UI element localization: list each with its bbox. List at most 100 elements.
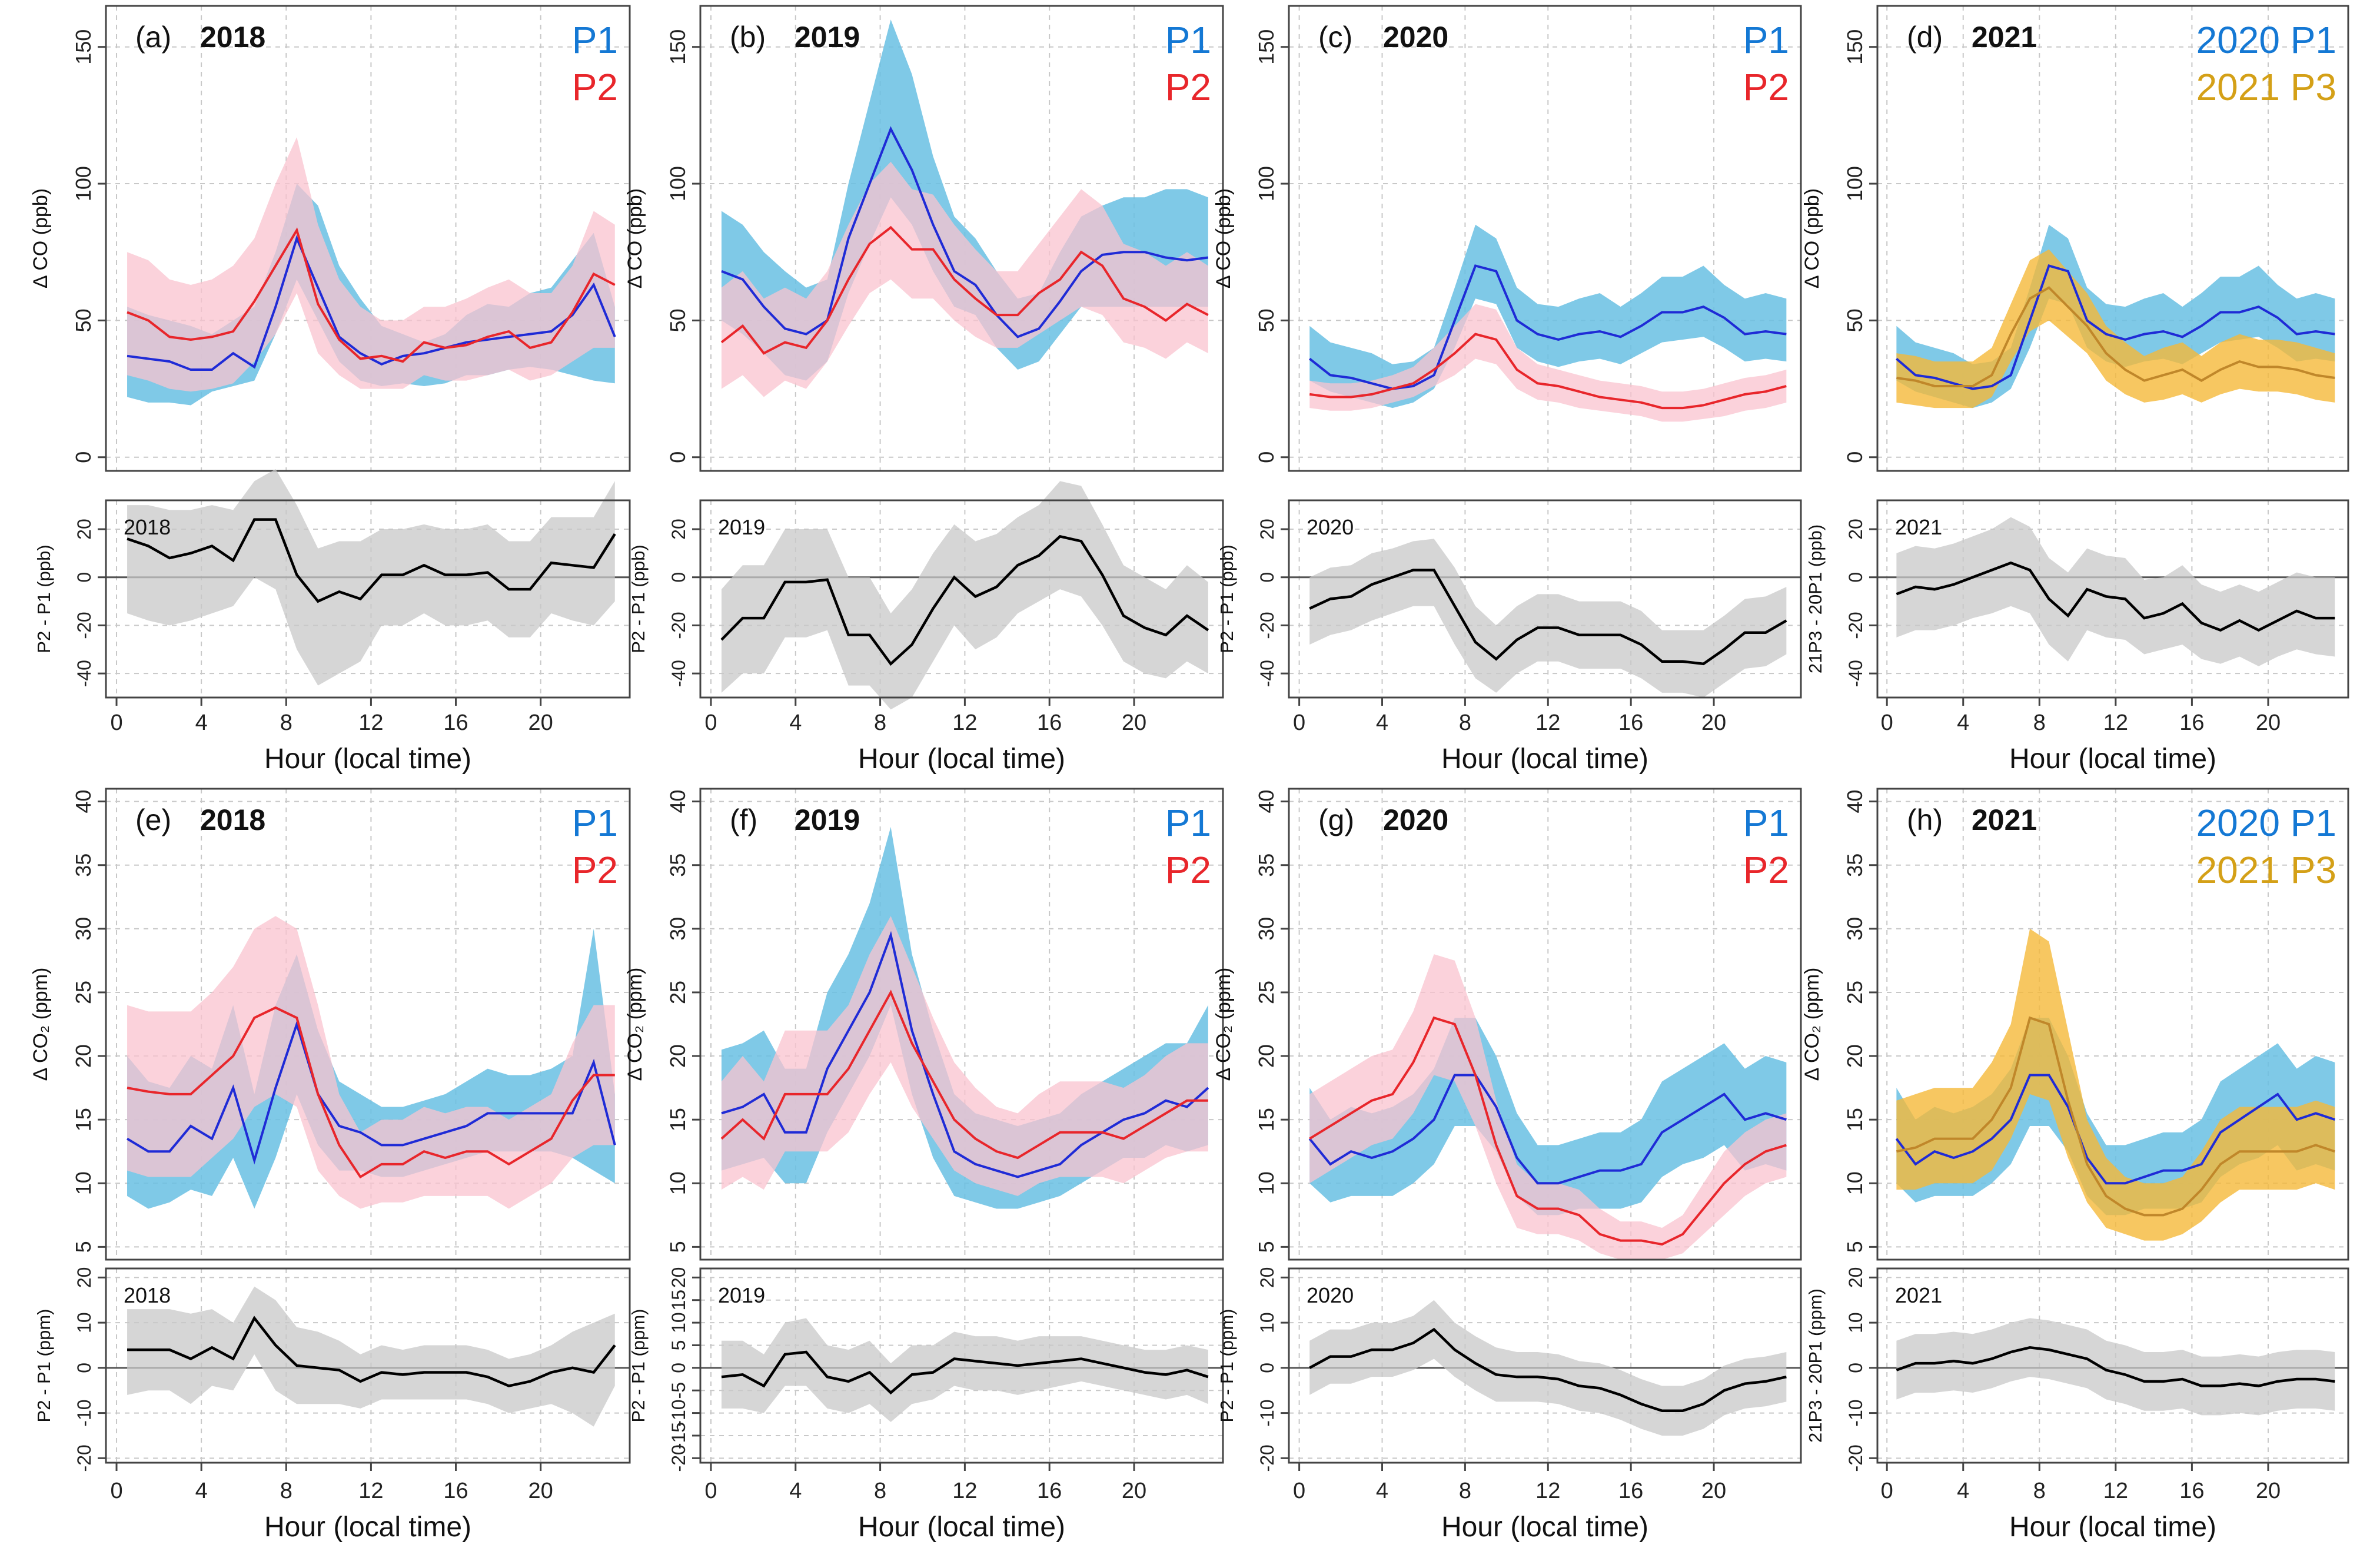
x-tick-label: 20 (1701, 710, 1726, 735)
y-tick-label: -15 (668, 1422, 689, 1449)
x-tick-label: 4 (195, 710, 208, 735)
y-tick-label: 30 (71, 917, 95, 941)
panel-year: 2019 (795, 21, 860, 54)
x-tick-label: 20 (1122, 710, 1146, 735)
y-tick-label: 15 (668, 1290, 689, 1311)
diff-year: 2020 (1307, 515, 1354, 539)
x-tick-label: 16 (2179, 710, 2204, 735)
y-axis-label: Δ CO₂ (ppm) (29, 968, 52, 1081)
series-line-P2 (1309, 1016, 1787, 1246)
y-axis-label: Δ CO₂ (ppm) (1801, 968, 1823, 1081)
x-tick-label: 4 (1376, 1479, 1388, 1503)
x-tick-label: 12 (1535, 710, 1560, 735)
y-tick-label: 10 (74, 1312, 95, 1333)
x-axis-label: Hour (local time) (1441, 1512, 1648, 1543)
y-tick-label: 10 (666, 1171, 690, 1195)
diff-year: 2019 (718, 515, 765, 539)
y-tick-label: 20 (668, 1267, 689, 1288)
x-tick-label: 12 (358, 1479, 383, 1503)
panel-label: (e) (135, 803, 171, 836)
y-axis-label: P2 - P1 (ppb) (1216, 544, 1237, 653)
x-axis-label: Hour (local time) (858, 1512, 1065, 1543)
x-tick-label: 20 (1701, 1479, 1726, 1503)
x-tick-label: 16 (443, 1479, 468, 1503)
band-P2---P1 (721, 1318, 1208, 1422)
legend-entry: P1 (1743, 802, 1789, 844)
x-tick-label: 16 (443, 710, 468, 735)
band-2021-P3 (1896, 928, 2335, 1241)
plot-frame (699, 788, 1224, 1261)
legend-entry: P2 (1165, 66, 1211, 108)
y-tick-label: 50 (1843, 308, 1867, 332)
series-line-P1 (127, 235, 616, 371)
panel-e: 5 10 15 20 25 30 35 40 Δ CO₂ (ppm) (e) 2018 P1 P2 (29, 788, 631, 1261)
y-tick-label: 0 (1257, 1363, 1278, 1373)
y-tick-label: 100 (1843, 166, 1867, 201)
x-tick-label: 16 (1618, 710, 1643, 735)
y-tick-label: 150 (1254, 29, 1278, 65)
series-line-P2 (720, 989, 1208, 1160)
x-tick-label: 0 (1881, 710, 1893, 735)
panel-b: 0 50 100 150 Δ CO (ppb) (b) 2019 P1 P2 (624, 5, 1224, 472)
y-tick-label: 5 (1254, 1241, 1278, 1253)
y-tick-label: -40 (74, 660, 95, 687)
panel-label: (g) (1318, 803, 1354, 836)
y-tick-label: 0 (668, 1363, 689, 1373)
y-tick-label: 0 (1257, 572, 1278, 583)
x-tick-label: 8 (874, 710, 886, 735)
y-tick-label: 35 (1843, 853, 1867, 877)
panel-year: 2020 (1383, 803, 1448, 836)
y-tick-label: 5 (668, 1340, 689, 1351)
series-line-P2---P1 (127, 518, 616, 603)
panel-year: 2021 (1972, 803, 2037, 836)
diff-year: 2021 (1895, 515, 1942, 539)
panel-label: (a) (135, 21, 171, 54)
panel-f: 5 10 15 20 25 30 35 40 Δ CO₂ (ppm) (f) 2019 P1 P2 (624, 788, 1224, 1261)
legend-entry: P1 (1165, 19, 1211, 61)
panel-a: 0 50 100 150 Δ CO (ppb) (a) 2018 P1 P2 (29, 5, 631, 472)
band-P1 (1309, 1018, 1787, 1215)
y-tick-label: 40 (71, 790, 95, 813)
y-tick-label: 150 (1843, 29, 1867, 65)
panel-c_diff: -40 -20 0 20 P2 - P1 (ppb) 2020 0 4 8 12 16 20 Hour … (1216, 499, 1802, 775)
x-tick-label: 8 (280, 710, 292, 735)
x-tick-label: 12 (952, 710, 977, 735)
band-P2---P1 (1309, 539, 1787, 698)
plot-frame (1288, 788, 1802, 1261)
plot-frame (1876, 788, 2349, 1261)
plot-frame (1288, 499, 1802, 699)
x-tick-label: 12 (1535, 1479, 1560, 1503)
series-line-2021-P3 (1896, 286, 2335, 387)
x-tick-label: 4 (789, 1479, 802, 1503)
series-line-P2 (1309, 333, 1787, 410)
y-tick-label: 10 (1845, 1312, 1866, 1333)
y-tick-label: 10 (668, 1312, 689, 1333)
panel-label: (d) (1907, 21, 1943, 54)
y-tick-label: 30 (1843, 917, 1867, 941)
x-tick-label: 4 (1376, 710, 1388, 735)
band-P2---P1 (721, 481, 1208, 710)
band-P2 (721, 916, 1208, 1196)
y-tick-label: -20 (1845, 612, 1866, 639)
x-tick-label: 0 (1293, 1479, 1305, 1503)
y-tick-label: -10 (74, 1399, 95, 1426)
x-tick-label: 4 (1957, 710, 1969, 735)
y-tick-label: 20 (1845, 519, 1866, 540)
x-tick-label: 20 (2256, 1479, 2281, 1503)
y-axis-label: Δ CO (ppb) (29, 188, 52, 288)
panel-label: (c) (1318, 21, 1352, 54)
plot-frame (105, 788, 631, 1261)
panel-year: 2018 (200, 803, 265, 836)
x-tick-label: 16 (1618, 1479, 1643, 1503)
plot-frame (1876, 5, 2349, 472)
y-tick-label: 20 (74, 1267, 95, 1288)
panel-label: (f) (730, 803, 757, 836)
series-line-P2---P1 (720, 534, 1209, 666)
y-tick-label: 150 (71, 29, 95, 65)
y-tick-label: 0 (74, 572, 95, 583)
y-tick-label: 35 (71, 853, 95, 877)
y-tick-label: -40 (1845, 660, 1866, 687)
x-tick-label: 20 (1122, 1479, 1146, 1503)
panel-e_diff: -20 -10 0 10 20 P2 - P1 (ppm) 2018 0 4 8 12 16 20 Hou… (34, 1267, 631, 1543)
